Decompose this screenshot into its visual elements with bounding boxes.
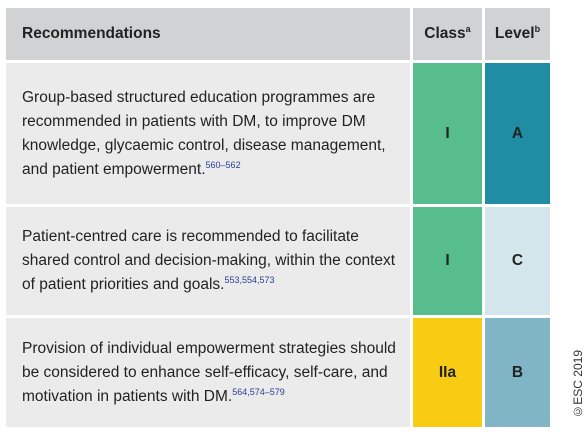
reference-citation: 553,554,573	[224, 275, 275, 285]
table-row: Patient-centred care is recommended to f…	[6, 204, 550, 315]
header-class: Classa	[410, 8, 482, 60]
header-level: Levelb	[482, 8, 550, 60]
reference-citation: 560–562	[205, 159, 241, 170]
class-cell: IIa	[410, 315, 482, 427]
class-cell: I	[410, 204, 482, 315]
level-cell: C	[482, 204, 550, 315]
recommendation-text: Group-based structured education program…	[6, 60, 410, 204]
table-row: Provision of individual empowerment stra…	[6, 315, 550, 427]
recommendation-text: Provision of individual empowerment stra…	[6, 315, 410, 427]
level-cell: A	[482, 60, 550, 204]
recommendation-text: Patient-centred care is recommended to f…	[6, 204, 410, 315]
recommendations-table: Recommendations Classa Levelb Group-base…	[6, 8, 550, 427]
table-header-row: Recommendations Classa Levelb	[6, 8, 550, 60]
copyright-notice: ©ESC 2019	[571, 350, 585, 419]
reference-citation: 564,574–579	[232, 386, 285, 397]
level-cell: B	[482, 315, 550, 427]
level-footnote-marker: b	[534, 24, 541, 34]
class-footnote-marker: a	[465, 24, 471, 34]
class-cell: I	[410, 60, 482, 204]
table-row: Group-based structured education program…	[6, 60, 550, 204]
header-recommendations: Recommendations	[6, 8, 410, 60]
